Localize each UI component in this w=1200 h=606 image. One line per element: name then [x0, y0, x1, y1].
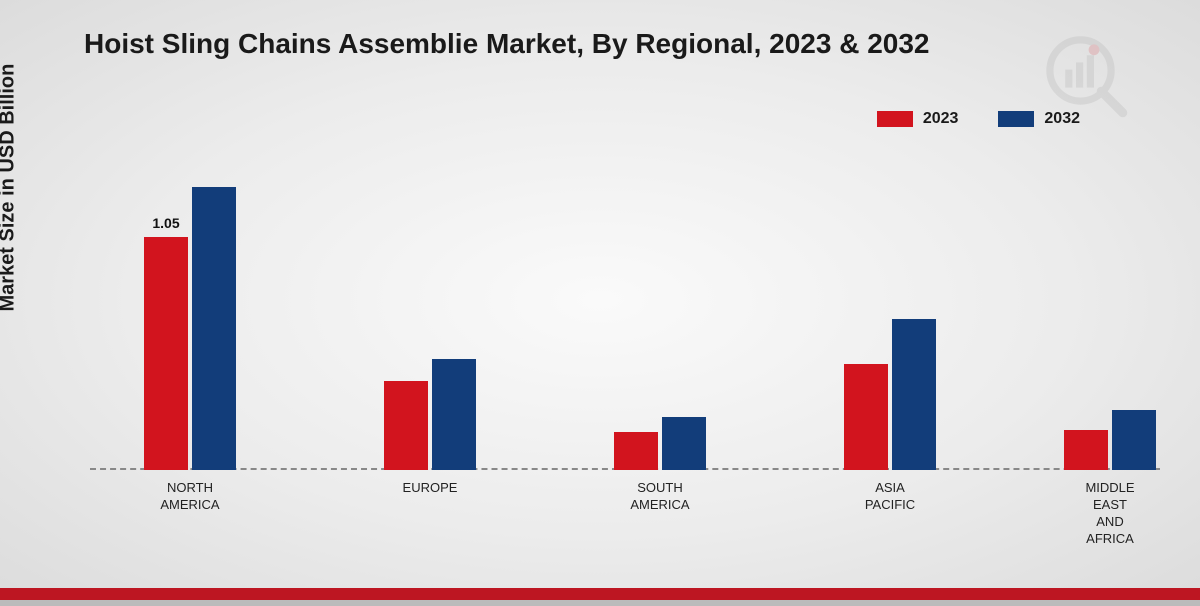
legend-swatch-2023 [877, 111, 913, 127]
bar-eu-2023 [384, 381, 428, 470]
x-label-eu: EUROPE [370, 480, 490, 497]
x-axis-labels: NORTH AMERICA EUROPE SOUTH AMERICA ASIA … [90, 480, 1160, 560]
legend-swatch-2032 [998, 111, 1034, 127]
x-label-mea: MIDDLE EAST AND AFRICA [1050, 480, 1170, 548]
bar-mea-2023 [1064, 430, 1108, 470]
bar-ap-2023 [844, 364, 888, 470]
plot-area: 1.05 [90, 160, 1160, 470]
y-axis-label: Market Size in USD Billion [0, 64, 20, 312]
bar-na-2032 [192, 187, 236, 470]
bar-group-na: 1.05 [130, 187, 250, 470]
legend-label-2023: 2023 [923, 110, 959, 128]
x-label-ap: ASIA PACIFIC [830, 480, 950, 514]
chart-title: Hoist Sling Chains Assemblie Market, By … [84, 28, 929, 60]
x-label-sa: SOUTH AMERICA [600, 480, 720, 514]
x-label-na: NORTH AMERICA [130, 480, 250, 514]
bar-value-label: 1.05 [152, 215, 179, 231]
watermark-logo-icon [1040, 30, 1130, 120]
legend-item-2032: 2032 [998, 110, 1080, 128]
bar-group-ap [830, 319, 950, 470]
bar-sa-2032 [662, 417, 706, 470]
footer-accent-bar [0, 588, 1200, 600]
bar-mea-2032 [1112, 410, 1156, 470]
bar-ap-2032 [892, 319, 936, 470]
bar-na-2023: 1.05 [144, 237, 188, 470]
bar-group-mea [1050, 410, 1170, 470]
bar-eu-2032 [432, 359, 476, 470]
legend-item-2023: 2023 [877, 110, 959, 128]
bar-sa-2023 [614, 432, 658, 470]
legend: 2023 2032 [877, 110, 1080, 128]
bar-group-sa [600, 417, 720, 470]
legend-label-2032: 2032 [1044, 110, 1080, 128]
bar-group-eu [370, 359, 490, 470]
